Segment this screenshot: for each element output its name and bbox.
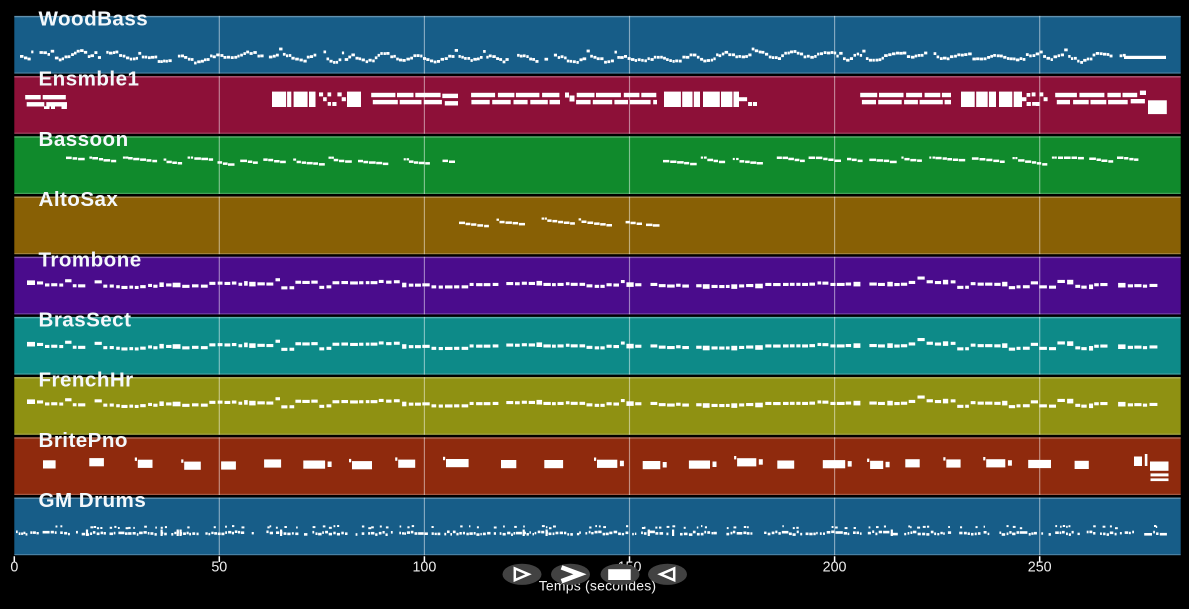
svg-text:Ensmble1: Ensmble1 bbox=[39, 68, 140, 91]
svg-text:0: 0 bbox=[10, 560, 18, 576]
svg-text:GM Drums: GM Drums bbox=[39, 489, 147, 512]
svg-text:100: 100 bbox=[412, 560, 436, 576]
svg-text:200: 200 bbox=[823, 560, 847, 576]
svg-text:BrasSect: BrasSect bbox=[39, 309, 132, 332]
svg-text:BritePno: BritePno bbox=[39, 429, 128, 452]
svg-text:WoodBass: WoodBass bbox=[39, 8, 149, 31]
svg-text:AltoSax: AltoSax bbox=[39, 188, 119, 211]
svg-text:FrenchHr: FrenchHr bbox=[39, 369, 134, 392]
svg-text:Bassoon: Bassoon bbox=[39, 128, 129, 151]
svg-text:50: 50 bbox=[211, 560, 227, 576]
svg-text:Trombone: Trombone bbox=[39, 248, 142, 271]
svg-text:250: 250 bbox=[1028, 560, 1052, 576]
